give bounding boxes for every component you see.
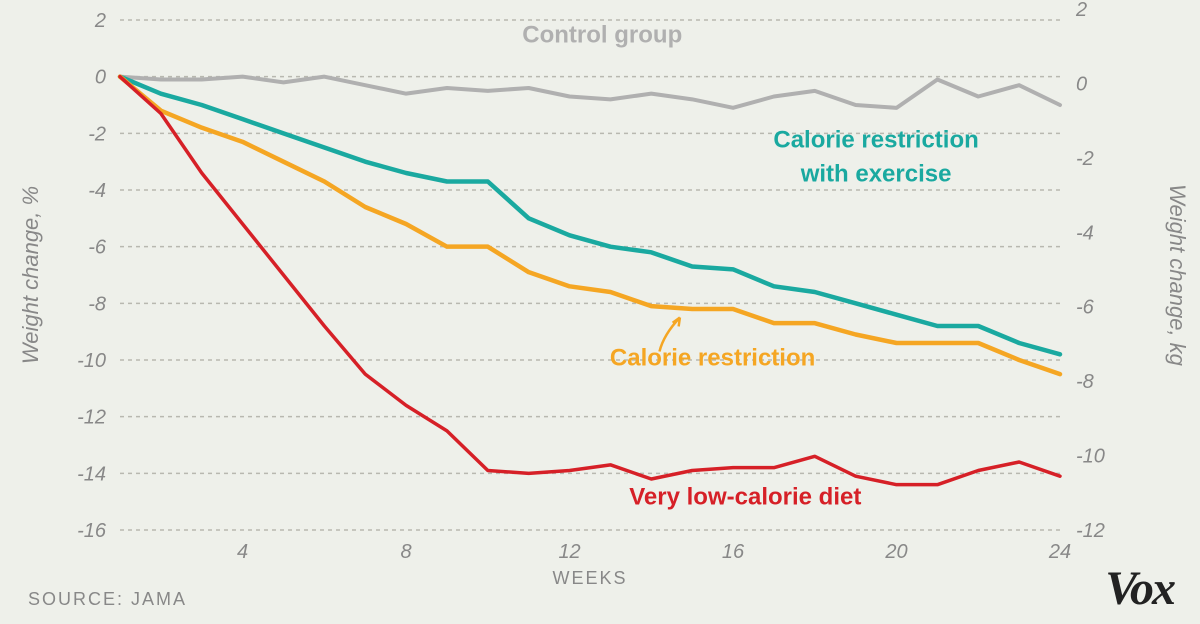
x-tick: 4 xyxy=(237,541,248,563)
vox-logo: Vox xyxy=(1105,561,1174,616)
y-left-tick: 0 xyxy=(95,67,106,89)
source-label: SOURCE: JAMA xyxy=(28,589,187,610)
series-label: Very low-calorie diet xyxy=(629,484,861,511)
x-tick: 8 xyxy=(401,541,412,563)
x-tick: 16 xyxy=(722,541,745,563)
y-left-tick: -12 xyxy=(77,407,106,429)
series-label: Control group xyxy=(522,22,682,49)
series-label: with exercise xyxy=(800,161,952,188)
y-left-tick: -2 xyxy=(88,123,106,145)
y-right-tick: 0 xyxy=(1076,73,1087,95)
y-right-tick: -2 xyxy=(1076,148,1094,170)
y-left-label: Weight change, % xyxy=(18,186,43,364)
y-left-tick: -8 xyxy=(88,293,106,315)
x-tick: 12 xyxy=(558,541,580,563)
y-right-tick: 2 xyxy=(1075,0,1087,21)
y-right-tick: -8 xyxy=(1076,371,1094,393)
y-right-label: Weight change, kg xyxy=(1165,184,1190,367)
x-tick: 20 xyxy=(884,541,907,563)
chart-container: 20-2-4-6-8-10-12-14-16Weight change, %20… xyxy=(0,0,1200,624)
y-left-tick: 2 xyxy=(94,10,106,32)
y-right-tick: -4 xyxy=(1076,222,1094,244)
y-right-tick: -10 xyxy=(1076,446,1105,468)
y-right-tick: -12 xyxy=(1076,520,1105,542)
weight-change-chart: 20-2-4-6-8-10-12-14-16Weight change, %20… xyxy=(0,0,1200,624)
y-left-tick: -4 xyxy=(88,180,106,202)
y-left-tick: -14 xyxy=(77,463,106,485)
y-right-tick: -6 xyxy=(1076,297,1095,319)
x-tick: 24 xyxy=(1048,541,1071,563)
y-left-tick: -10 xyxy=(77,350,106,372)
series-label: Calorie restriction xyxy=(773,127,978,154)
y-left-tick: -16 xyxy=(77,520,107,542)
x-label: WEEKS xyxy=(552,568,627,588)
y-left-tick: -6 xyxy=(88,237,107,259)
series-label: Calorie restriction xyxy=(610,345,815,372)
